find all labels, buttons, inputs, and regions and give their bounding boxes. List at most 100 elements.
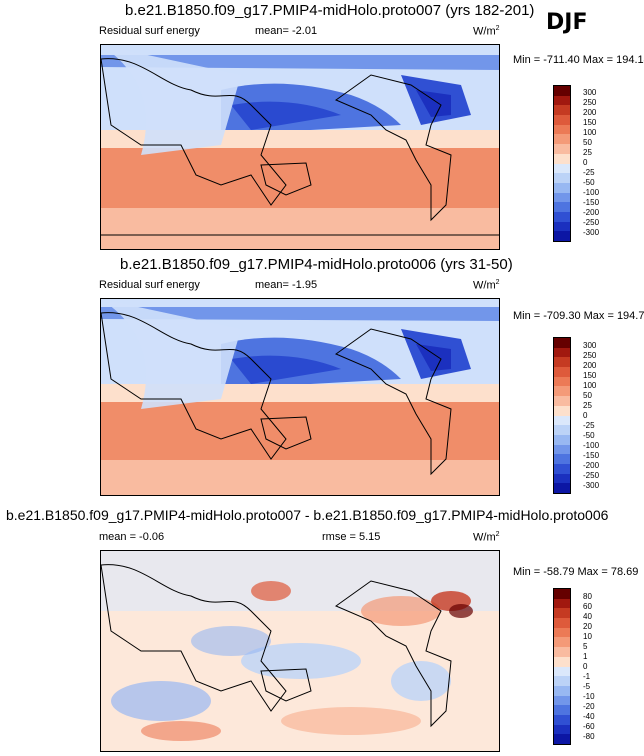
panel3-mean: mean = -0.06: [99, 531, 165, 543]
panel1-tick: -50: [583, 178, 595, 187]
colorbar-segment: [554, 425, 570, 435]
colorbar-segment: [554, 483, 570, 493]
colorbar-segment: [554, 705, 570, 715]
panel3-tick: -1: [583, 672, 591, 681]
colorbar-segment: [554, 115, 570, 125]
colorbar-segment: [554, 144, 570, 154]
panel2-tick: 150: [583, 371, 597, 380]
panel2-tick: -25: [583, 421, 595, 430]
panel2-title: b.e21.B1850.f09_g17.PMIP4-midHolo.proto0…: [120, 256, 513, 273]
panel3-tick: 20: [583, 622, 592, 631]
panel1-mean: mean= -2.01: [255, 25, 318, 37]
panel3-tick: -60: [583, 722, 595, 731]
colorbar-segment: [554, 666, 570, 677]
panel1-units: W/m2: [473, 25, 500, 38]
colorbar-segment: [554, 598, 570, 609]
panel1-title: b.e21.B1850.f09_g17.PMIP4-midHolo.proto0…: [125, 2, 535, 19]
panel1-colorbar: [553, 85, 571, 242]
colorbar-segment: [554, 434, 570, 445]
panel2-tick: 50: [583, 391, 592, 400]
panel3-tick: -10: [583, 692, 595, 701]
colorbar-segment: [554, 676, 570, 686]
panel1-tick: -200: [583, 208, 600, 217]
panel1-map: [100, 44, 500, 250]
panel3-tick: -20: [583, 702, 595, 711]
colorbar-segment: [554, 86, 570, 96]
panel2-tick: -300: [583, 481, 600, 490]
panel2-tick: 300: [583, 341, 597, 350]
colorbar-segment: [554, 357, 570, 368]
panel3-tick: 0: [583, 662, 588, 671]
colorbar-segment: [554, 734, 570, 744]
panel2-tick: 250: [583, 351, 597, 360]
panel3-minmax: Min = -58.79 Max = 78.69: [513, 566, 639, 578]
colorbar-segment: [554, 192, 570, 203]
colorbar-segment: [554, 173, 570, 183]
panel3-units: W/m2: [473, 531, 500, 544]
panel2-tick: -150: [583, 451, 600, 460]
panel3-tick: 10: [583, 632, 592, 641]
colorbar-segment: [554, 695, 570, 706]
panel2-minmax: Min = -709.30 Max = 194.70: [513, 310, 644, 322]
colorbar-segment: [554, 473, 570, 484]
panel1-tick: 100: [583, 128, 597, 137]
colorbar-segment: [554, 105, 570, 116]
panel2-tick: 200: [583, 361, 597, 370]
panel2-tick: -250: [583, 471, 600, 480]
panel1-tick: 50: [583, 138, 592, 147]
panel3-tick: 60: [583, 602, 592, 611]
colorbar-segment: [554, 656, 570, 667]
panel2-mean: mean= -1.95: [255, 279, 318, 291]
panel1-tick: -250: [583, 218, 600, 227]
panel2-variable: Residual surf energy: [99, 279, 200, 291]
panel3-tick: 40: [583, 612, 592, 621]
colorbar-segment: [554, 618, 570, 628]
panel1-tick: -100: [583, 188, 600, 197]
panel1-tick: 300: [583, 88, 597, 97]
panel1-tick: -150: [583, 198, 600, 207]
colorbar-segment: [554, 724, 570, 735]
colorbar-segment: [554, 589, 570, 599]
panel1-tick: 150: [583, 118, 597, 127]
colorbar-segment: [554, 376, 570, 387]
panel3-colorbar: [553, 588, 571, 745]
colorbar-segment: [554, 685, 570, 696]
panel3-rmse: rmse = 5.15: [322, 531, 381, 543]
panel2-units: W/m2: [473, 279, 500, 292]
panel3-tick: -40: [583, 712, 595, 721]
panel1-tick: 250: [583, 98, 597, 107]
colorbar-segment: [554, 182, 570, 193]
panel2-map: [100, 298, 500, 496]
panel3-tick: 80: [583, 592, 592, 601]
colorbar-segment: [554, 231, 570, 241]
colorbar-segment: [554, 405, 570, 416]
season-label: DJF: [546, 10, 588, 35]
colorbar-segment: [554, 714, 570, 725]
colorbar-segment: [554, 124, 570, 135]
colorbar-segment: [554, 454, 570, 464]
colorbar-segment: [554, 463, 570, 474]
panel3-map: [100, 550, 500, 752]
colorbar-segment: [554, 221, 570, 232]
panel1-minmax: Min = -711.40 Max = 194.14: [513, 54, 644, 66]
panel2-tick: 100: [583, 381, 597, 390]
panel3-tick: -80: [583, 732, 595, 741]
colorbar-segment: [554, 202, 570, 212]
panel2-tick: -100: [583, 441, 600, 450]
panel3-tick: 1: [583, 652, 588, 661]
panel1-variable: Residual surf energy: [99, 25, 200, 37]
panel3-title: b.e21.B1850.f09_g17.PMIP4-midHolo.proto0…: [6, 507, 609, 523]
colorbar-segment: [554, 386, 570, 397]
panel2-tick: -200: [583, 461, 600, 470]
colorbar-segment: [554, 367, 570, 377]
panel2-colorbar: [553, 337, 571, 494]
panel1-tick: -25: [583, 168, 595, 177]
panel1-tick: 25: [583, 148, 592, 157]
panel1-tick: -300: [583, 228, 600, 237]
panel1-tick: 200: [583, 108, 597, 117]
panel1-tick: 0: [583, 158, 588, 167]
colorbar-segment: [554, 608, 570, 619]
colorbar-segment: [554, 211, 570, 222]
panel3-tick: 5: [583, 642, 588, 651]
panel2-tick: 0: [583, 411, 588, 420]
